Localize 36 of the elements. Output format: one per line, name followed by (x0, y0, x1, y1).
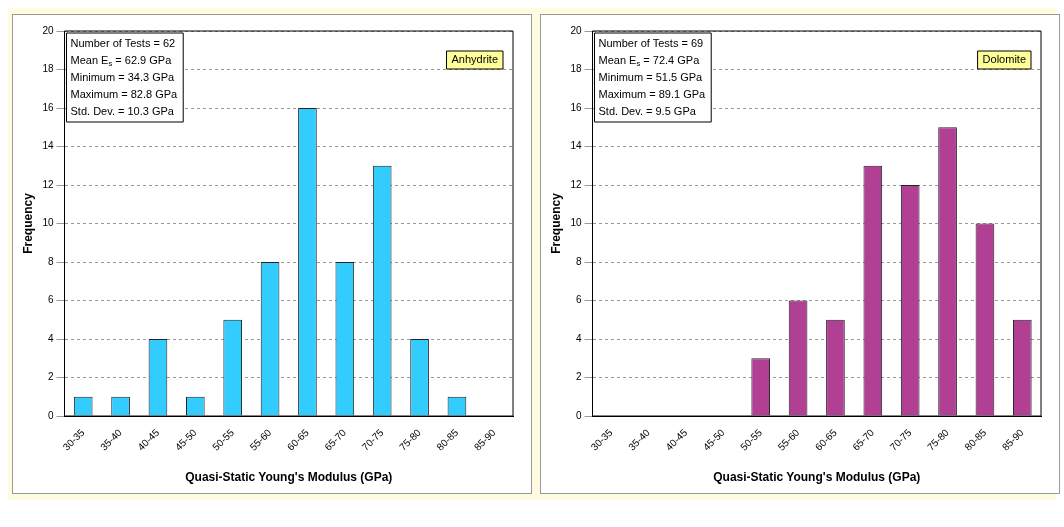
x-axis-title: Quasi-Static Young's Modulus (GPa) (185, 470, 393, 485)
y-tick-label: 4 (575, 332, 582, 344)
y-tick-label: 14 (570, 140, 582, 152)
y-tick-label: 16 (42, 101, 54, 113)
annotation: Minimum = 34.3 GPa (70, 70, 176, 83)
y-tick-label: 4 (47, 332, 54, 344)
y-tick-label: 8 (575, 255, 582, 267)
y-axis-title: Frequency (20, 192, 35, 254)
annotation: Std. Dev. = 9.5 GPa (598, 104, 697, 117)
y-tick-label: 16 (570, 101, 582, 113)
annotation: Anhydrite (451, 53, 499, 66)
y-tick-label: 6 (575, 294, 582, 306)
y-tick-label: 8 (47, 255, 54, 267)
y-tick-label: 10 (42, 217, 54, 229)
y-tick-label: 18 (42, 63, 54, 75)
x-axis-title: Quasi-Static Young's Modulus (GPa) (713, 470, 921, 485)
annotation: Number of Tests = 69 (598, 36, 704, 49)
y-tick-label: 0 (575, 409, 582, 421)
y-tick-label: 12 (42, 178, 54, 190)
y-tick-label: 14 (42, 140, 54, 152)
y-tick-label: 2 (575, 371, 582, 383)
y-tick-label: 20 (42, 24, 54, 36)
y-tick-label: 12 (570, 178, 582, 190)
annotation: Maximum = 82.8 GPa (70, 87, 179, 100)
y-axis-title: Frequency (548, 192, 563, 254)
y-tick-label: 2 (47, 371, 54, 383)
annotation: Dolomite (982, 53, 1026, 66)
y-tick-label: 20 (570, 24, 582, 36)
y-tick-label: 10 (570, 217, 582, 229)
annotation: Number of Tests = 62 (70, 36, 176, 49)
y-tick-label: 18 (570, 63, 582, 75)
annotation: Minimum = 51.5 GPa (598, 70, 704, 83)
annotation: Std. Dev. = 10.3 GPa (70, 104, 175, 117)
y-tick-label: 6 (47, 294, 54, 306)
y-tick-label: 0 (47, 409, 54, 421)
annotation: Maximum = 89.1 GPa (598, 87, 707, 100)
